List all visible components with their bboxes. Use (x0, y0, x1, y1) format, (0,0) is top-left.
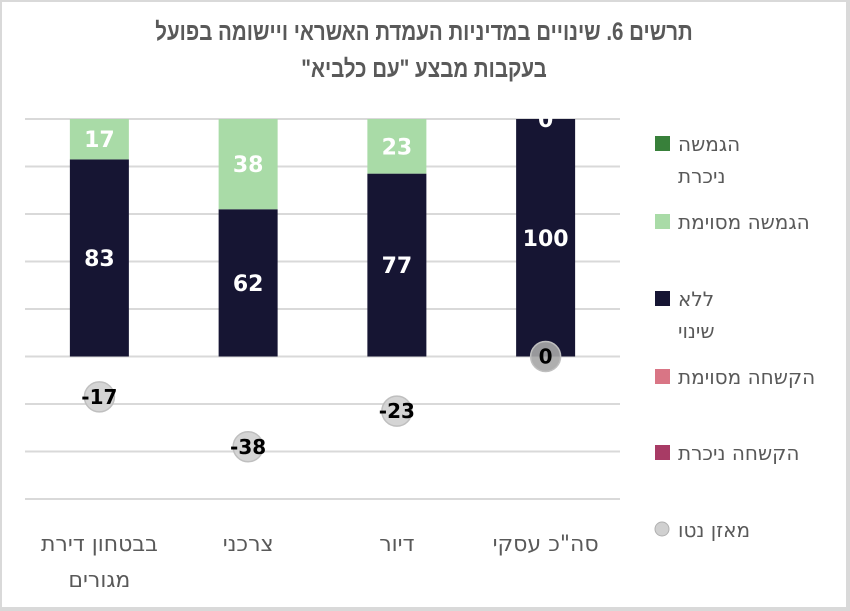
data-label: 77 (382, 254, 413, 279)
bar-segment (516, 119, 576, 357)
legend-swatch (655, 291, 670, 306)
legend-label: שינוי (678, 319, 715, 343)
bar-segment (367, 173, 427, 357)
category-label: דיור (379, 532, 414, 557)
bar-segment (367, 119, 427, 174)
net-balance-marker (529, 340, 562, 373)
chart-title-line-2: בעקבות מבצע "עם כלביא" (301, 55, 547, 83)
legend-label: הקשחה מסוימת (678, 365, 815, 389)
net-balance-marker (232, 431, 264, 463)
net-balance-label: 0 (539, 345, 553, 369)
category-label: מגורים (68, 568, 130, 593)
bars: 100 0 77 23 62 38 83 17 (69, 108, 576, 357)
net-balance-label: -17 (81, 385, 117, 409)
bar-segment (218, 119, 278, 210)
data-label: 0 (538, 108, 553, 133)
category-labels: סה"כ עסקי דיור צרכני בבטחון דירת מגורים (41, 532, 599, 593)
bar-segment (69, 159, 129, 357)
category-label: בבטחון דירת (41, 532, 158, 557)
legend-label: ניכרת (678, 164, 726, 188)
legend: הגמשה ניכרת הגמשה מסוימת ללא שינוי הקשחה מסוי… (654, 132, 815, 542)
legend-swatch (655, 369, 670, 384)
data-label: 23 (382, 135, 413, 160)
data-label: 38 (233, 153, 264, 178)
net-balance-label: -23 (379, 399, 415, 423)
net-balance-marker (381, 395, 413, 427)
bar-segment (69, 119, 129, 160)
chart-title-line-1: תרשים 6. שינויים במדיניות העמדת האשראי ו… (155, 18, 693, 46)
legend-label: הגמשה (678, 132, 740, 156)
legend-label: הקשחה ניכרת (678, 441, 799, 465)
category-label: צרכני (223, 532, 274, 557)
bar-segment (218, 209, 278, 357)
legend-swatch (655, 214, 670, 229)
legend-swatch (655, 136, 670, 151)
net-balance-label: -38 (230, 435, 266, 459)
net-balance-marker (83, 381, 116, 413)
category-label: סה"כ עסקי (493, 532, 599, 557)
legend-label: ללא (678, 287, 714, 311)
legend-label: הגמשה מסוימת (678, 210, 810, 234)
net-balance-markers: 0 -23 -38 -17 (81, 340, 562, 463)
data-label: 83 (84, 247, 115, 272)
chart-title: תרשים 6. שינויים במדיניות העמדת האשראי ו… (78, 14, 770, 88)
legend-label: מאזן נטו (678, 518, 750, 542)
data-label: 100 (523, 227, 569, 252)
data-label: 17 (84, 128, 115, 153)
data-label: 62 (233, 272, 264, 297)
legend-swatch (655, 445, 670, 460)
legend-marker (654, 521, 670, 537)
